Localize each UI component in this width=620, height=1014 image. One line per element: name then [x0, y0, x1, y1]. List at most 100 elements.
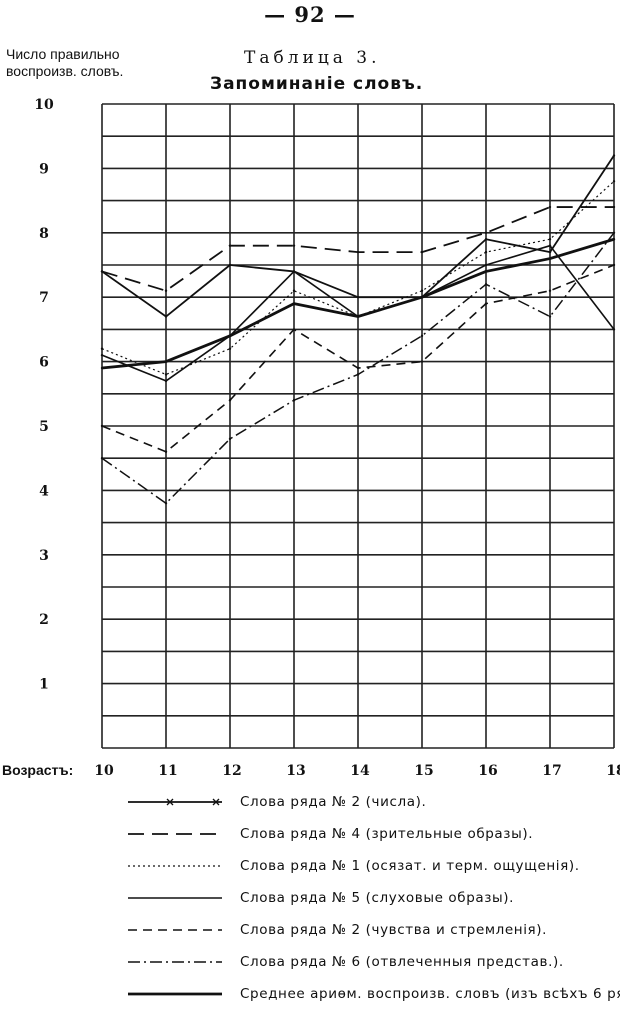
- x-tick-label: 14: [350, 763, 370, 779]
- data-point: [612, 154, 616, 157]
- y-tick-label: 5: [39, 419, 49, 435]
- data-point: [164, 502, 168, 505]
- data-point: [612, 180, 616, 183]
- x-tick-label: 10: [94, 763, 114, 779]
- data-point: [484, 231, 488, 234]
- data-point: [164, 289, 168, 292]
- legend-swatch: [128, 897, 222, 899]
- data-point: [164, 315, 168, 318]
- legend-label: Слова ряда № 4 (зрительные образы).: [240, 826, 534, 842]
- data-point: [100, 457, 104, 460]
- legend-label: Слова ряда № 2 (чувства и стремленiя).: [240, 922, 548, 938]
- y-tick-label: 1: [39, 677, 49, 693]
- data-point: [292, 399, 296, 402]
- data-point: [484, 302, 488, 305]
- x-tick-label: 11: [158, 763, 177, 779]
- data-point: [548, 244, 552, 247]
- data-point: [484, 283, 488, 286]
- data-point: [356, 315, 360, 318]
- data-point: [420, 296, 424, 299]
- data-point: [228, 263, 232, 267]
- data-point: [164, 379, 168, 383]
- data-point: [420, 334, 424, 338]
- legend-swatch: [128, 833, 222, 835]
- legend-cross-mark: [212, 798, 220, 806]
- data-point: [548, 315, 552, 318]
- data-point: [548, 289, 552, 292]
- x-tick-label: 13: [286, 763, 305, 779]
- x-tick-label: 15: [414, 763, 433, 779]
- legend-swatch: [128, 929, 222, 931]
- data-point: [612, 231, 616, 234]
- data-point: [484, 238, 488, 241]
- data-point: [228, 244, 232, 247]
- data-point: [420, 360, 424, 363]
- line-chart: 12345678910101112131415161718: [34, 97, 620, 779]
- data-point: [356, 373, 360, 376]
- data-point: [612, 238, 616, 241]
- page-number: — 92 —: [264, 2, 356, 27]
- data-point: [356, 296, 360, 299]
- legend-swatch: [128, 961, 222, 963]
- data-point: [292, 289, 296, 292]
- legend-item: Слова ряда № 2 (числа).: [0, 790, 620, 820]
- data-point: [612, 205, 616, 209]
- data-point: [100, 353, 104, 357]
- data-point: [292, 328, 296, 331]
- y-tick-label: 9: [39, 161, 49, 177]
- data-point: [228, 437, 232, 441]
- x-tick-label: 12: [222, 763, 241, 779]
- data-point: [356, 366, 360, 370]
- legend-label: Слова ряда № 5 (слуховые образы).: [240, 890, 515, 906]
- data-point: [100, 424, 104, 428]
- data-point: [292, 244, 296, 247]
- legend-item: Слова ряда № 5 (слуховые образы).: [0, 886, 620, 916]
- data-point: [164, 360, 168, 363]
- legend-label: Среднее ариѳм. воспроизв. словъ (изъ всѣ…: [240, 986, 620, 1002]
- legend-item: Слова ряда № 1 (осязат. и терм. ощущенiя…: [0, 854, 620, 884]
- grid: [101, 103, 615, 749]
- y-axis-label-line: Число правильно: [6, 46, 120, 62]
- x-tick-label: 16: [478, 763, 497, 779]
- y-axis-label-line: воспроизв. словъ.: [6, 63, 124, 79]
- legend-swatch: [128, 865, 222, 867]
- legend-item: Слова ряда № 6 (отвлеченныя представ.).: [0, 950, 620, 980]
- data-point: [548, 257, 552, 260]
- y-axis-label: Число правильно воспроизв. словъ.: [6, 46, 123, 80]
- data-point: [164, 373, 168, 376]
- legend-cross-mark: [166, 798, 174, 806]
- data-point: [484, 250, 488, 254]
- legend-swatch: [128, 798, 222, 806]
- legend-item: Слова ряда № 4 (зрительные образы).: [0, 822, 620, 852]
- data-point: [548, 205, 552, 209]
- data-point: [420, 289, 424, 292]
- data-point: [228, 399, 232, 402]
- data-point: [548, 250, 552, 254]
- data-point: [228, 347, 232, 350]
- data-point: [100, 366, 104, 370]
- data-point: [548, 238, 552, 241]
- data-point: [100, 270, 104, 273]
- y-tick-label: 4: [39, 483, 49, 499]
- data-point: [228, 334, 232, 338]
- x-tick-label: 18: [606, 763, 620, 779]
- y-tick-label: 10: [34, 97, 54, 113]
- y-tick-label: 8: [39, 226, 49, 242]
- data-point: [484, 270, 488, 273]
- data-point: [420, 250, 424, 254]
- legend-item: Слова ряда № 2 (чувства и стремленiя).: [0, 918, 620, 948]
- data-point: [612, 263, 616, 267]
- data-point: [292, 302, 296, 305]
- x-axis-label: Возрастъ:: [2, 762, 74, 778]
- y-tick-label: 2: [39, 612, 49, 628]
- y-tick-label: 6: [39, 355, 49, 371]
- data-point: [164, 450, 168, 453]
- legend-label: Слова ряда № 6 (отвлеченныя представ.).: [240, 954, 564, 970]
- legend-label: Слова ряда № 2 (числа).: [240, 794, 427, 810]
- data-point: [356, 250, 360, 254]
- data-point: [100, 347, 104, 350]
- legend-item: Среднее ариѳм. воспроизв. словъ (изъ всѣ…: [0, 982, 620, 1012]
- table-label: Таблица 3.: [244, 48, 381, 68]
- x-tick-label: 17: [542, 763, 561, 779]
- legend-swatch: [128, 992, 222, 996]
